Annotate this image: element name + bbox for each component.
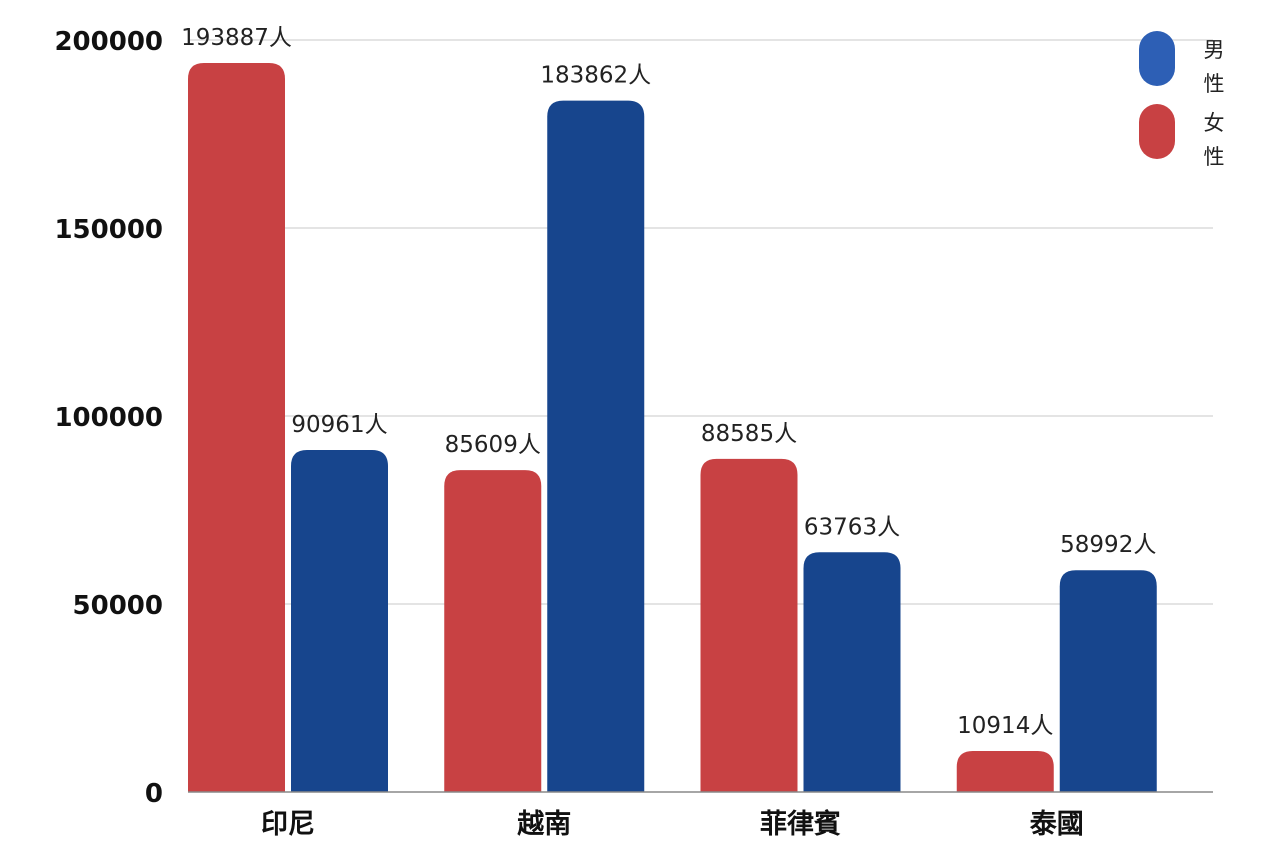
data-labels: 193887人 90961人 85609人 183862人 88585人 63763人 10…: [181, 25, 1156, 739]
data-label: 193887人: [181, 25, 292, 51]
legend-label: 性: [1204, 72, 1225, 96]
bar-female: [956, 750, 1054, 792]
legend-swatch: [1139, 104, 1175, 159]
bar-female: [700, 458, 798, 792]
bars: [188, 62, 1157, 793]
y-tick-label: 150000: [54, 215, 163, 245]
bar-male: [291, 449, 388, 792]
legend-label: 性: [1204, 145, 1225, 169]
bar-female: [188, 62, 285, 793]
legend-swatch: [1139, 31, 1175, 86]
y-tick-label: 100000: [54, 403, 163, 433]
data-label: 90961人: [291, 412, 387, 438]
data-label: 63763人: [804, 514, 900, 540]
y-axis-ticks: 0 50000 100000 150000 200000: [54, 27, 163, 809]
bar-female: [444, 470, 542, 792]
y-tick-label: 200000: [54, 27, 163, 57]
y-tick-label: 50000: [73, 591, 163, 621]
data-label: 10914人: [957, 713, 1053, 739]
legend-label: 女: [1204, 111, 1225, 135]
data-label: 58992人: [1060, 532, 1156, 558]
data-label: 88585人: [701, 421, 797, 447]
bar-male: [547, 100, 645, 792]
data-label: 183862人: [540, 63, 651, 89]
x-category-label: 泰國: [1030, 809, 1084, 840]
bar-male: [1059, 570, 1157, 792]
y-tick-label: 0: [145, 779, 163, 809]
x-axis-categories: 印尼 越南 菲律賓 泰國: [261, 808, 1084, 840]
x-category-label: 菲律賓: [760, 808, 841, 840]
legend-label: 男: [1204, 38, 1225, 62]
data-label: 85609人: [445, 432, 541, 458]
x-category-label: 越南: [517, 809, 571, 840]
x-category-label: 印尼: [261, 809, 315, 840]
bar-male: [803, 552, 901, 792]
